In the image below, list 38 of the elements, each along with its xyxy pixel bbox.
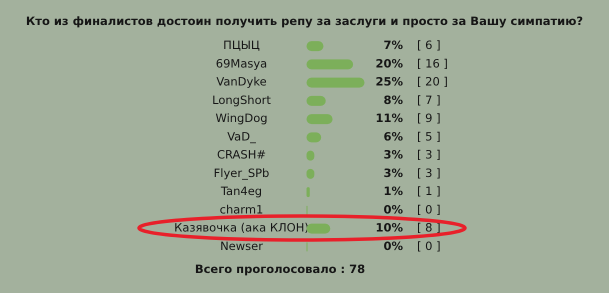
data-label: 11% <box>375 111 404 126</box>
text: [ 3 ] <box>417 148 441 162</box>
data-label: 6% <box>383 129 404 144</box>
text: [ 3 ] <box>417 166 441 180</box>
data-label: 1% <box>383 184 404 198</box>
text: [ 5 ] <box>417 129 441 144</box>
data-label: 8% <box>383 92 404 107</box>
text: [ 8 ] <box>417 220 441 235</box>
y-tick-label: charm1 <box>220 202 264 216</box>
data-label: 25% <box>375 74 404 89</box>
text: [ 6 ] <box>417 38 441 52</box>
text: [ 9 ] <box>417 111 441 126</box>
text: [ 1 ] <box>417 184 441 198</box>
data-label: 0% <box>383 202 404 216</box>
y-tick-label: 69Masya <box>216 56 268 70</box>
y-tick-label: ПЦЫЦ <box>223 38 260 52</box>
text: [ 20 ] <box>417 74 448 89</box>
data-label: 3% <box>383 166 404 180</box>
text: Всего проголосовало : 78 <box>194 262 366 276</box>
y-tick-label: VanDyke <box>216 74 267 89</box>
y-tick-label: Tan4eg <box>220 184 262 198</box>
y-tick-label: Newser <box>220 238 264 253</box>
y-tick-label: Flyer_SPb <box>214 166 270 180</box>
text: [ 7 ] <box>417 92 441 107</box>
text: [ 0 ] <box>417 238 441 253</box>
data-label: 10% <box>375 220 404 235</box>
data-label: 0% <box>383 238 404 253</box>
chart-title: Кто из финалистов достоин получить репу за заслуги и просто за Вашу симпатию? <box>24 14 584 28</box>
data-label: 3% <box>383 148 404 162</box>
y-tick-label: WingDog <box>215 111 268 126</box>
y-tick-label: VaD_ <box>227 129 256 144</box>
y-tick-label: Казявочка (ака КЛОН) <box>174 220 309 235</box>
text: [ 16 ] <box>417 56 448 70</box>
text: [ 0 ] <box>417 202 441 216</box>
data-label: 20% <box>375 56 404 70</box>
data-label: 7% <box>383 38 404 52</box>
y-tick-label: LongShort <box>212 92 272 107</box>
y-tick-label: CRASH# <box>216 148 266 162</box>
